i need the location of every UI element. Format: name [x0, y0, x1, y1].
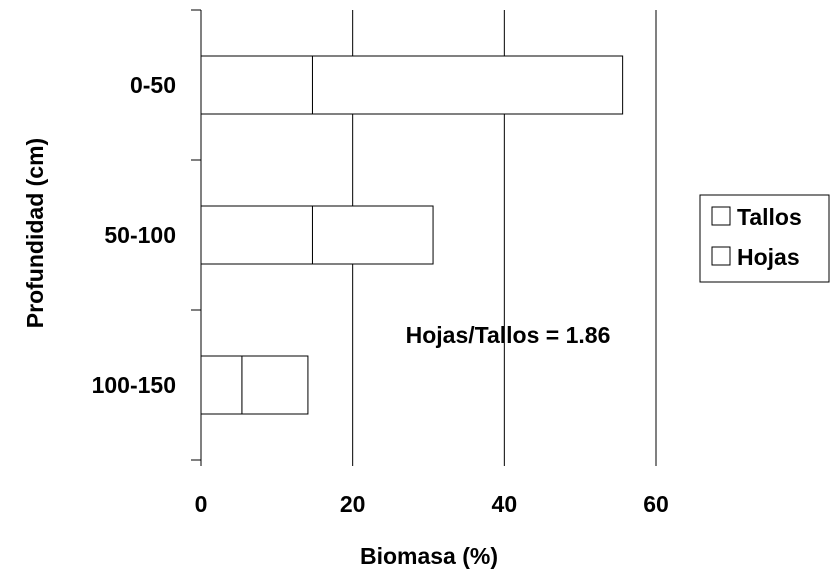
bar-hojas-1: [311, 205, 434, 265]
axes-layer: 0 20 40 60 0-50 50-100 100-150: [92, 9, 669, 517]
bar-tallos-0: [200, 55, 313, 115]
legend: Tallos Hojas: [699, 194, 830, 283]
x-tick-label-2: 40: [492, 491, 518, 517]
legend-label-hojas: Hojas: [737, 244, 800, 270]
legend-label-tallos: Tallos: [737, 204, 802, 230]
y-axis-title: Profundidad (cm): [22, 138, 48, 328]
y-tick-label-2: 100-150: [92, 372, 176, 398]
bars-layer: [200, 55, 624, 415]
bar-hojas-2: [241, 355, 309, 415]
bar-hojas-0: [311, 55, 624, 115]
x-tick-label-0: 0: [195, 491, 208, 517]
annotation-text: Hojas/Tallos = 1.86: [406, 322, 611, 348]
x-axis-title: Biomasa (%): [360, 543, 498, 569]
legend-swatch-tallos: [711, 206, 731, 226]
y-tick-label-0: 0-50: [130, 72, 176, 98]
bar-tallos-1: [200, 205, 313, 265]
x-tick-label-3: 60: [643, 491, 669, 517]
legend-swatch-hojas: [711, 246, 731, 266]
x-tick-label-1: 20: [340, 491, 366, 517]
y-tick-label-1: 50-100: [104, 222, 176, 248]
legend-items: Tallos Hojas: [711, 204, 802, 270]
bar-tallos-2: [200, 355, 243, 415]
